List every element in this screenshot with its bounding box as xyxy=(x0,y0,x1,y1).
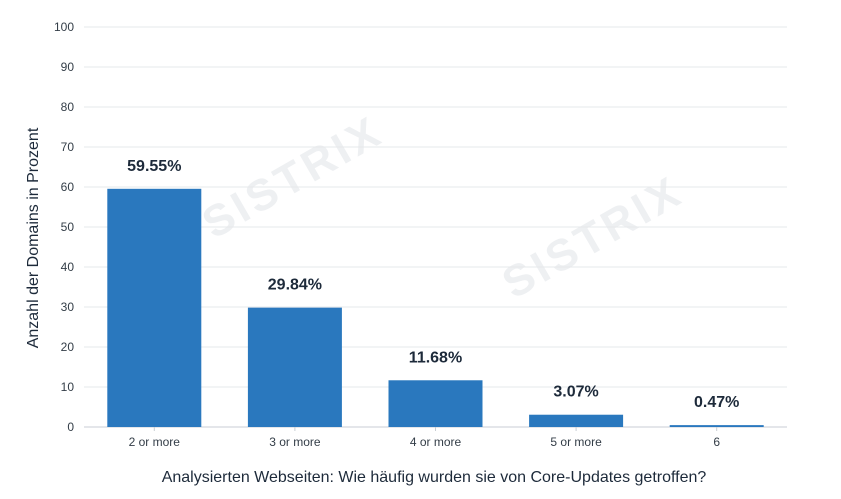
y-axis-ticks: 0 10 20 30 40 50 60 70 80 90 100 xyxy=(54,20,74,434)
data-label: 0.47% xyxy=(694,394,739,411)
bar xyxy=(107,188,202,427)
y-tick-label: 60 xyxy=(61,180,75,194)
bar xyxy=(529,414,624,427)
x-tick-label: 4 or more xyxy=(410,435,462,449)
x-axis-ticks: 2 or more 3 or more 4 or more 5 or more 6 xyxy=(129,427,720,449)
y-tick-label: 80 xyxy=(61,100,75,114)
data-labels: 59.55% 29.84% 11.68% 3.07% 0.47% xyxy=(127,158,739,411)
y-tick-label: 50 xyxy=(61,220,75,234)
data-label: 59.55% xyxy=(127,158,181,175)
y-tick-label: 90 xyxy=(61,60,75,74)
data-label: 29.84% xyxy=(268,277,322,294)
y-tick-label: 0 xyxy=(67,420,74,434)
bar xyxy=(669,425,764,427)
x-tick-label: 3 or more xyxy=(269,435,321,449)
bars xyxy=(107,188,764,427)
y-tick-label: 70 xyxy=(61,140,75,154)
bar xyxy=(247,307,342,427)
bar xyxy=(388,380,483,427)
y-tick-label: 100 xyxy=(54,20,74,34)
x-tick-label: 2 or more xyxy=(129,435,181,449)
y-tick-label: 20 xyxy=(61,340,75,354)
y-axis-label: Anzahl der Domains in Prozent xyxy=(25,127,42,348)
x-axis-label: Analysierten Webseiten: Wie häufig wurde… xyxy=(162,469,707,486)
y-tick-label: 30 xyxy=(61,300,75,314)
data-label: 3.07% xyxy=(553,384,598,401)
x-tick-label: 6 xyxy=(713,435,720,449)
data-label: 11.68% xyxy=(409,349,462,366)
y-tick-label: 10 xyxy=(61,380,75,394)
x-tick-label: 5 or more xyxy=(550,435,602,449)
watermark-text: SISTRIX xyxy=(494,166,691,308)
y-tick-label: 40 xyxy=(61,260,75,274)
